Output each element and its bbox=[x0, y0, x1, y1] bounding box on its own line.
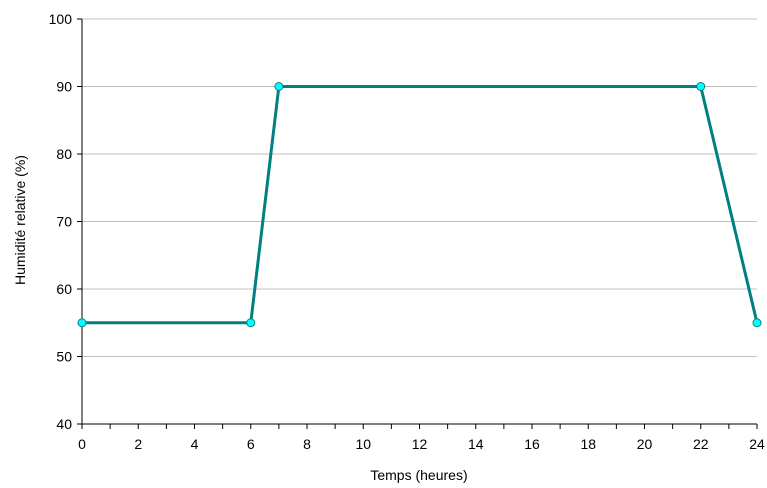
x-tick-label: 4 bbox=[191, 436, 199, 452]
gridlines bbox=[82, 18, 757, 357]
data-point bbox=[246, 318, 256, 328]
data-point bbox=[77, 318, 87, 328]
y-tick-label: 100 bbox=[49, 11, 73, 27]
data-point bbox=[752, 318, 762, 328]
x-axis-title: Temps (heures) bbox=[370, 467, 467, 483]
x-tick-label: 20 bbox=[637, 436, 653, 452]
y-tick-label: 70 bbox=[56, 214, 72, 230]
x-tick-label: 6 bbox=[247, 436, 255, 452]
axes bbox=[77, 18, 758, 429]
x-tick-label: 14 bbox=[468, 436, 484, 452]
data-point bbox=[274, 82, 284, 91]
series bbox=[77, 82, 762, 328]
x-tick-label: 18 bbox=[580, 436, 596, 452]
y-axis-title: Humidité relative (%) bbox=[12, 155, 28, 285]
y-tick-label: 90 bbox=[56, 79, 72, 95]
x-tick-label: 24 bbox=[749, 436, 765, 452]
x-tick-label: 12 bbox=[412, 436, 428, 452]
data-point bbox=[696, 82, 706, 91]
y-tick-label: 50 bbox=[56, 349, 72, 365]
x-tick-label: 8 bbox=[303, 436, 311, 452]
x-tick-label: 2 bbox=[134, 436, 142, 452]
x-tick-label: 10 bbox=[355, 436, 371, 452]
y-tick-label: 80 bbox=[56, 146, 72, 162]
x-tick-label: 22 bbox=[693, 436, 709, 452]
x-tick-label: 16 bbox=[524, 436, 540, 452]
x-tick-label: 0 bbox=[78, 436, 86, 452]
y-tick-label: 60 bbox=[56, 281, 72, 297]
series-line bbox=[82, 85, 759, 325]
y-tick-label: 40 bbox=[56, 416, 72, 432]
